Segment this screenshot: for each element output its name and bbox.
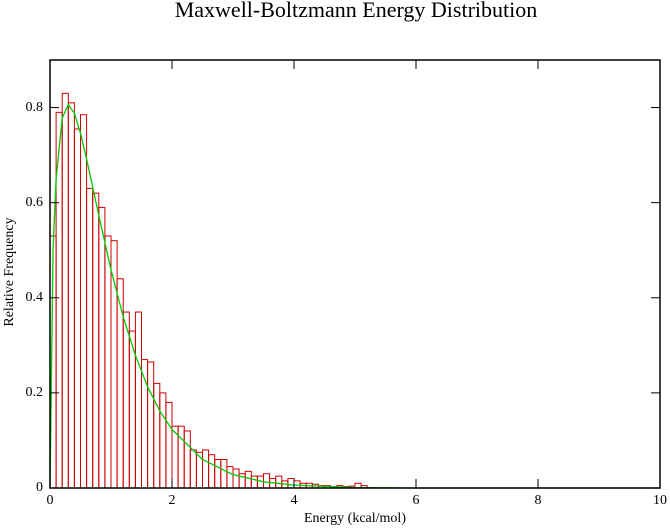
x-tick-label: 10 [653,493,667,508]
x-tick-label: 8 [535,493,542,508]
y-tick-label: 0.8 [26,100,44,115]
bar [287,477,295,489]
bar [226,466,234,489]
y-axis-label: Relative Frequency [2,217,17,326]
bar [61,92,69,489]
bar [92,192,100,489]
bar [104,235,112,489]
bar [122,311,130,489]
x-tick-label: 0 [47,493,54,508]
bar [159,392,167,489]
bar [128,330,136,489]
bar [202,449,210,489]
bar [67,102,75,489]
bar [147,361,155,489]
bar [244,470,252,489]
bar [110,240,118,489]
bar [80,114,88,489]
bar [86,187,94,489]
y-tick-label: 0.2 [26,385,44,400]
x-tick-label: 6 [413,493,420,508]
chart-title: Maxwell-Boltzmann Energy Distribution [175,0,538,22]
bar [98,206,106,489]
x-tick-label: 4 [291,493,298,508]
bar [250,475,258,489]
bar [177,425,185,489]
fit-curve [49,103,660,489]
y-tick-label: 0 [36,480,43,495]
bar [214,458,222,489]
y-tick-label: 0.6 [26,195,44,210]
bar [232,468,240,489]
bar [220,458,228,489]
x-axis-label: Energy (kcal/mol) [304,511,406,526]
bar [263,473,271,489]
bar [293,480,301,489]
bar [153,382,161,489]
y-tick-label: 0.4 [26,290,44,305]
bar [134,311,142,489]
bar [116,278,124,489]
plot-frame [49,59,661,489]
bar [73,128,82,489]
bar [275,475,283,489]
bar [183,430,191,489]
bar [208,454,216,489]
bar [165,401,173,489]
x-tick-label: 2 [169,493,176,508]
bar [189,449,197,489]
